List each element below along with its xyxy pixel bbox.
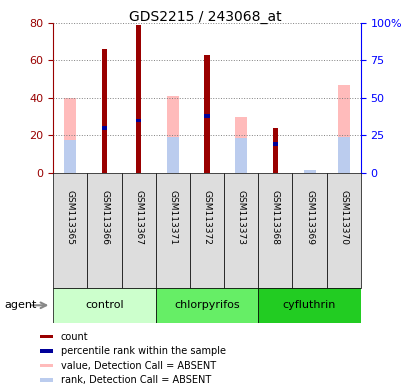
Bar — [136, 119, 141, 122]
Bar — [189, 173, 224, 288]
Bar — [204, 55, 209, 173]
Bar — [40, 364, 53, 367]
Bar — [102, 49, 107, 173]
Bar — [337, 137, 349, 173]
Bar — [155, 173, 189, 288]
Bar — [53, 173, 87, 288]
Bar — [121, 173, 155, 288]
Bar — [40, 349, 53, 353]
Bar — [166, 137, 178, 173]
Text: rank, Detection Call = ABSENT: rank, Detection Call = ABSENT — [61, 375, 211, 384]
Text: GSM113369: GSM113369 — [304, 190, 313, 245]
Text: percentile rank within the sample: percentile rank within the sample — [61, 346, 225, 356]
Bar — [40, 378, 53, 382]
Text: GSM113368: GSM113368 — [270, 190, 279, 245]
Bar — [155, 288, 258, 323]
Bar — [272, 128, 277, 173]
Text: value, Detection Call = ABSENT: value, Detection Call = ABSENT — [61, 361, 216, 371]
Bar — [53, 288, 155, 323]
Text: cyfluthrin: cyfluthrin — [282, 300, 335, 310]
Text: count: count — [61, 332, 88, 342]
Bar — [224, 173, 258, 288]
Text: agent: agent — [4, 300, 36, 310]
Text: chlorpyrifos: chlorpyrifos — [174, 300, 239, 310]
Bar — [102, 126, 107, 130]
Text: GSM113370: GSM113370 — [338, 190, 347, 245]
Bar — [303, 170, 315, 173]
Bar — [258, 288, 360, 323]
Bar — [272, 142, 277, 146]
Bar — [326, 173, 360, 288]
Bar — [166, 96, 178, 173]
Bar — [40, 335, 53, 339]
Bar — [258, 173, 292, 288]
Bar — [337, 85, 349, 173]
Text: GSM113366: GSM113366 — [100, 190, 109, 245]
Bar — [64, 140, 76, 173]
Text: control: control — [85, 300, 124, 310]
Bar — [235, 117, 247, 173]
Text: GSM113365: GSM113365 — [66, 190, 75, 245]
Text: GSM113373: GSM113373 — [236, 190, 245, 245]
Bar — [64, 98, 76, 173]
Text: GSM113372: GSM113372 — [202, 190, 211, 245]
Bar — [136, 25, 141, 173]
Bar — [87, 173, 121, 288]
Bar — [204, 114, 209, 118]
Text: GSM113371: GSM113371 — [168, 190, 177, 245]
Text: GSM113367: GSM113367 — [134, 190, 143, 245]
Bar — [292, 173, 326, 288]
Text: GDS2215 / 243068_at: GDS2215 / 243068_at — [128, 10, 281, 23]
Bar — [235, 138, 247, 173]
